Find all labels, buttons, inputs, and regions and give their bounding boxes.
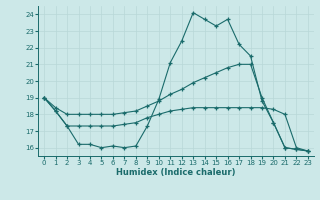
X-axis label: Humidex (Indice chaleur): Humidex (Indice chaleur) (116, 168, 236, 177)
